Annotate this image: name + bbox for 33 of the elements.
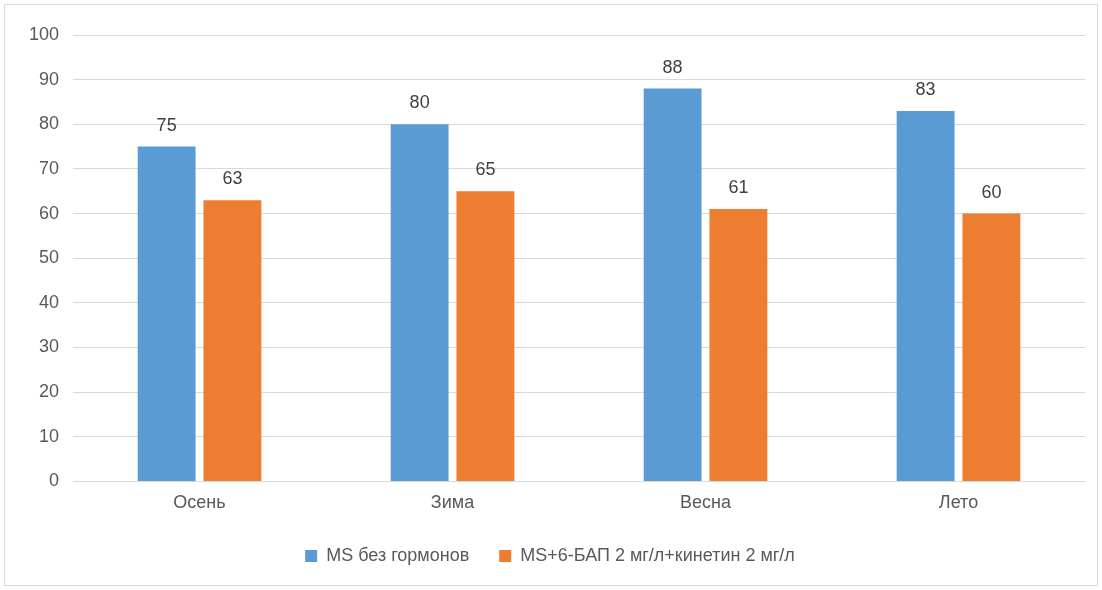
y-tick-label: 40 xyxy=(39,291,60,312)
data-label: 75 xyxy=(156,114,177,135)
data-label: 88 xyxy=(662,56,683,77)
bar xyxy=(390,124,449,481)
y-tick-label: 80 xyxy=(39,113,60,134)
x-tick-label: Осень xyxy=(173,492,226,513)
y-tick-label: 10 xyxy=(39,425,60,446)
data-label: 65 xyxy=(475,159,496,180)
bar xyxy=(709,209,768,481)
x-tick-label: Зима xyxy=(430,492,476,513)
legend-label: MS+6-БАП 2 мг/л+кинетин 2 мг/л xyxy=(520,544,795,565)
bar xyxy=(962,213,1021,481)
y-tick-label: 50 xyxy=(39,247,60,268)
bar xyxy=(456,191,515,481)
data-label: 63 xyxy=(222,168,243,189)
x-tick-label: Лето xyxy=(938,492,979,513)
bar xyxy=(137,146,196,481)
data-label: 60 xyxy=(981,181,1002,202)
data-label: 83 xyxy=(915,78,936,99)
y-tick-label: 20 xyxy=(39,381,60,402)
y-tick-label: 0 xyxy=(49,470,60,491)
bar xyxy=(203,200,262,481)
data-label: 61 xyxy=(728,177,749,198)
y-tick-label: 70 xyxy=(39,157,60,178)
y-tick-label: 60 xyxy=(39,202,60,223)
bar xyxy=(896,110,955,481)
y-tick-label: 30 xyxy=(39,336,60,357)
data-label: 80 xyxy=(409,92,430,113)
bar xyxy=(643,88,702,481)
legend-label: MS без гормонов xyxy=(326,544,470,565)
y-tick-label: 90 xyxy=(39,68,60,89)
x-tick-label: Весна xyxy=(680,492,732,513)
y-tick-label: 100 xyxy=(28,23,60,44)
